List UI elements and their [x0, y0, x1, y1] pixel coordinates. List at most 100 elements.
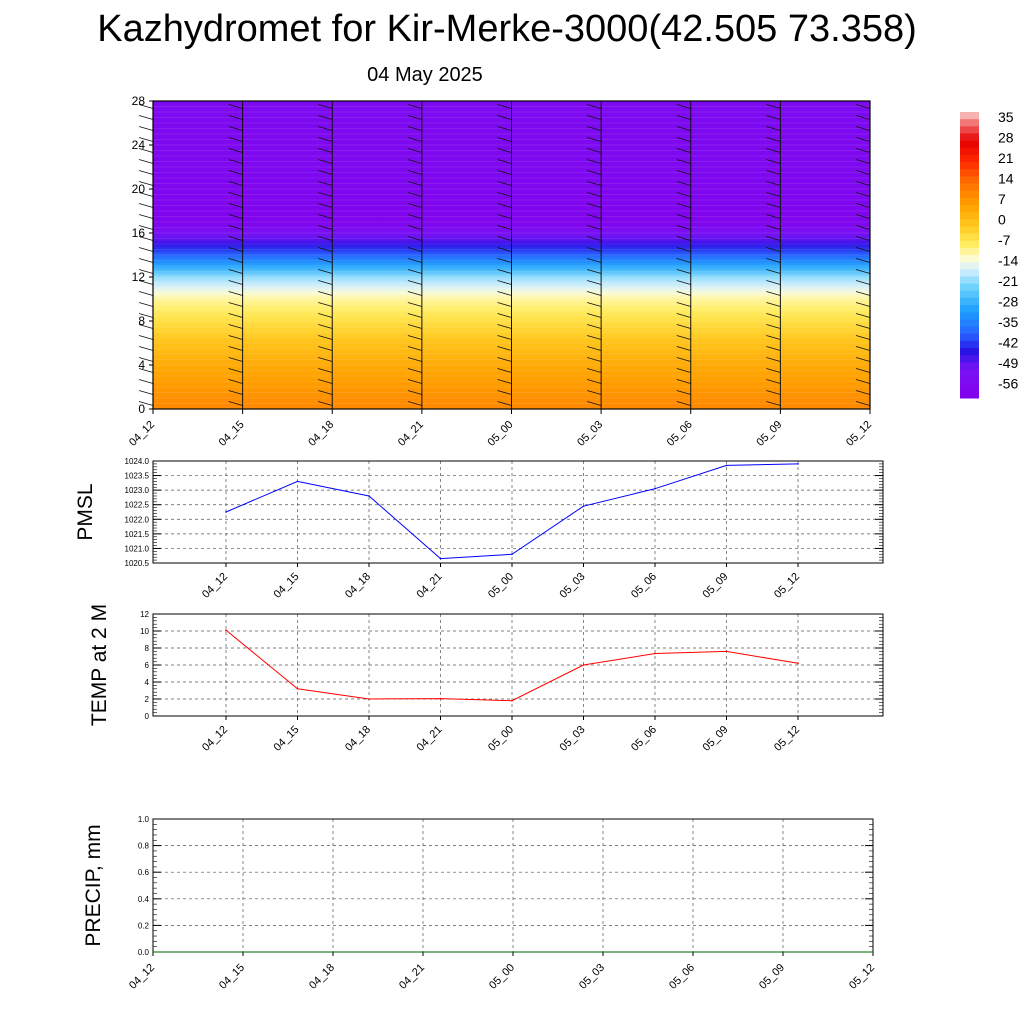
wind-barb — [228, 159, 243, 164]
data-point — [512, 951, 514, 953]
wind-barb — [407, 181, 422, 186]
wind-barb — [766, 258, 781, 263]
colorbar-segment — [960, 162, 979, 170]
wind-barb — [676, 368, 691, 373]
colorbar-label: -21 — [998, 273, 1018, 289]
wind-barb — [138, 214, 154, 219]
wind-barb — [587, 379, 602, 384]
wind-barb — [587, 247, 602, 252]
wind-barb — [318, 390, 333, 395]
wind-barb — [587, 346, 602, 351]
x-tick-label: 05_09 — [757, 962, 787, 992]
wind-barb — [855, 203, 871, 208]
colorbar-segment — [960, 333, 979, 342]
data-point — [797, 662, 799, 665]
wind-barb — [855, 401, 871, 406]
colorbar-segment — [960, 112, 979, 120]
data-point — [725, 464, 728, 467]
data-point — [692, 951, 694, 953]
data-point — [439, 697, 442, 700]
wind-barb — [138, 280, 154, 285]
wind-barb — [228, 247, 243, 252]
wind-barb — [228, 401, 243, 406]
wind-barb — [318, 379, 333, 384]
wind-barb — [138, 291, 154, 296]
wind-barb — [497, 379, 512, 384]
date-label: 04 May 2025 — [367, 64, 483, 86]
y-axis-title: PMSL — [74, 483, 97, 540]
wind-barb — [497, 225, 512, 230]
wind-barb — [855, 324, 871, 329]
wind-barb — [138, 357, 154, 362]
wind-barb — [138, 335, 154, 340]
wind-barb — [766, 346, 781, 351]
wind-barb — [407, 214, 422, 219]
x-tick-label: 04_15 — [217, 962, 247, 992]
wind-barb — [766, 115, 781, 120]
wind-barb — [766, 126, 781, 131]
x-tick-label: 05_03 — [558, 724, 588, 754]
wind-barb — [318, 313, 333, 318]
wind-barb — [855, 148, 871, 153]
wind-barb — [138, 302, 154, 307]
wind-barb — [766, 335, 781, 340]
wind-barb — [228, 379, 243, 384]
wind-barb — [676, 269, 691, 274]
y-tick-label: 0.2 — [138, 921, 150, 930]
wind-barb — [587, 368, 602, 373]
y-tick-label: 1022.0 — [125, 515, 150, 524]
wind-barb — [138, 170, 154, 175]
wind-barb — [676, 357, 691, 362]
y-tick-label: 0.8 — [138, 842, 150, 851]
y-tick-label: 28 — [132, 94, 146, 108]
colorbar-label: 21 — [998, 150, 1014, 166]
wind-barb — [587, 137, 602, 142]
wind-barb — [407, 126, 422, 131]
wind-barb — [138, 203, 154, 208]
wind-barb — [138, 379, 154, 384]
colorbar-segment — [960, 355, 979, 363]
data-point — [797, 463, 799, 465]
colorbar-segment — [960, 226, 979, 235]
y-tick-label: 0.4 — [138, 895, 150, 904]
wind-barb — [766, 390, 781, 395]
wind-barb — [497, 126, 512, 131]
wind-barb — [855, 115, 871, 120]
wind-barb — [407, 148, 422, 153]
wind-barb — [318, 148, 333, 153]
y-tick-label: 8 — [145, 644, 150, 653]
y-tick-label: 4 — [145, 678, 150, 687]
wind-barb — [497, 280, 512, 285]
colorbar-segment — [960, 347, 979, 356]
wind-barb — [855, 181, 871, 186]
plot-frame — [152, 460, 884, 564]
colorbar-label: -35 — [998, 314, 1018, 330]
wind-barb — [676, 236, 691, 241]
x-tick-label: 05_00 — [486, 724, 516, 754]
wind-barb — [855, 236, 871, 241]
data-point — [582, 505, 585, 507]
colorbar-label: 0 — [998, 212, 1006, 228]
wind-barb — [766, 324, 781, 329]
wind-barb — [228, 324, 243, 329]
wind-barb — [228, 181, 243, 186]
wind-barb — [587, 390, 602, 395]
colorbar-segment — [960, 269, 979, 277]
y-tick-label: 10 — [140, 627, 149, 636]
data-point — [582, 664, 585, 666]
wind-barb — [676, 291, 691, 296]
wind-barb — [497, 203, 512, 208]
x-tick-label: 05_12 — [772, 571, 802, 601]
data-point — [439, 557, 442, 560]
wind-barb — [138, 148, 154, 153]
colorbar-label: -49 — [998, 355, 1018, 371]
wind-barb — [855, 104, 871, 109]
x-tick-label: 04_12 — [200, 571, 230, 601]
x-tick-label: 05_12 — [772, 724, 802, 754]
wind-barb — [676, 115, 691, 120]
wind-barb — [407, 269, 422, 274]
wind-barb — [407, 104, 422, 109]
y-tick-label: 0 — [138, 402, 145, 416]
wind-barb — [855, 335, 871, 340]
wind-barb — [318, 104, 333, 109]
